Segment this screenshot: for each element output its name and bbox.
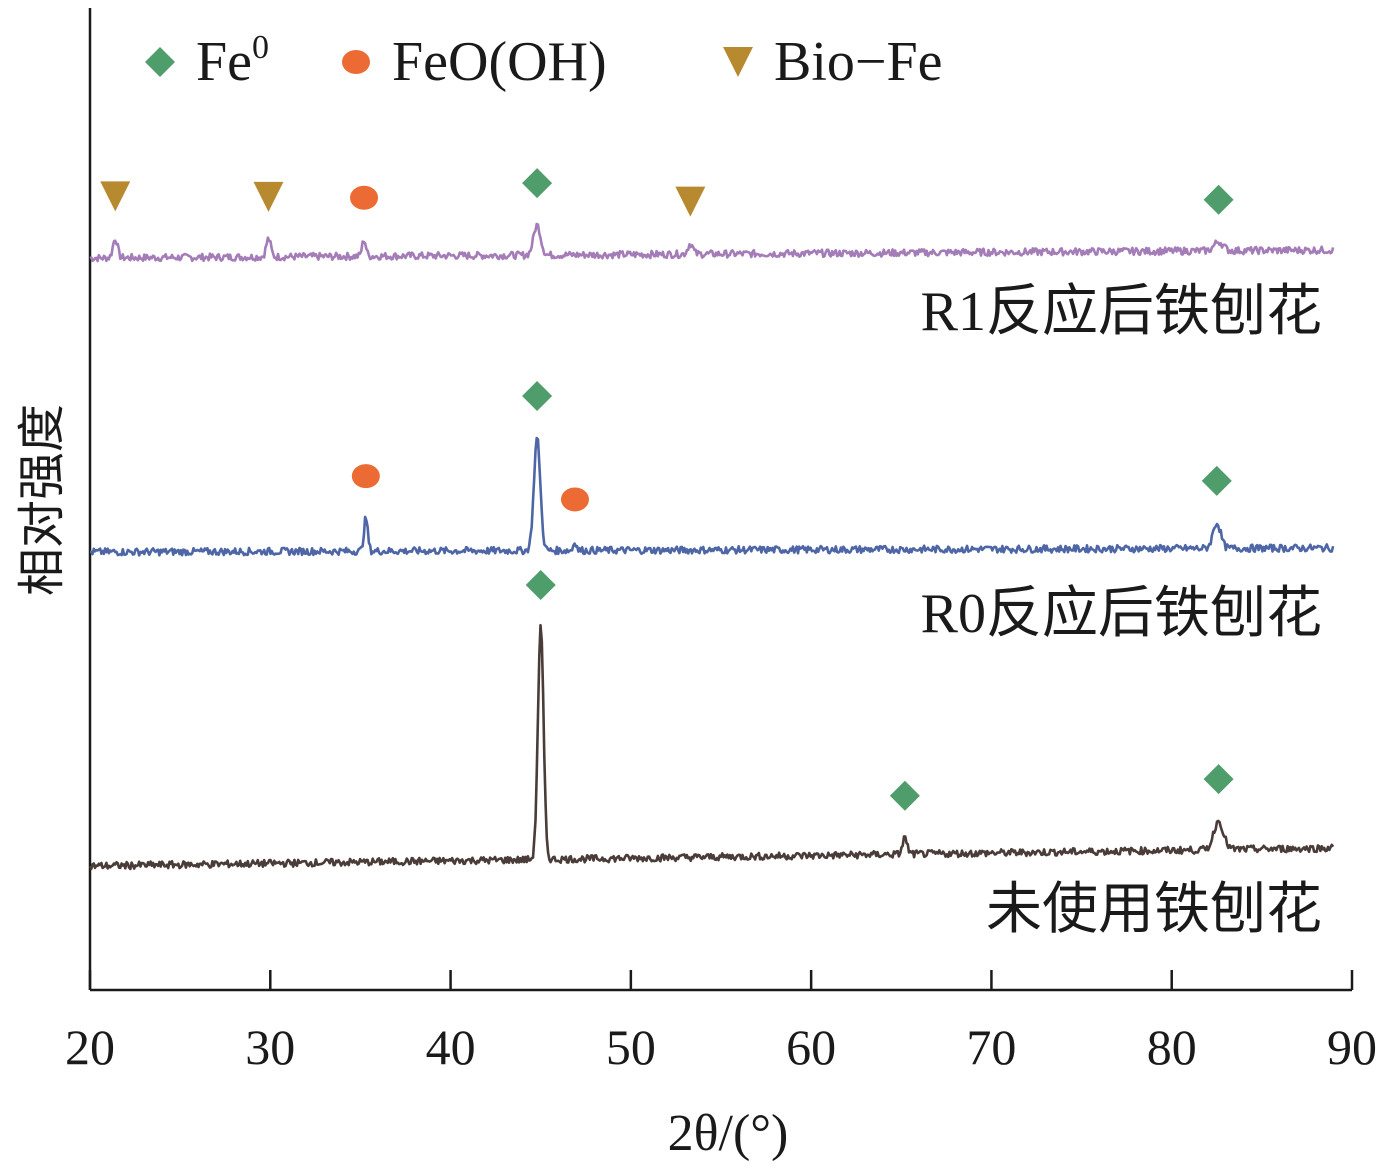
- series-line: [89, 436, 1335, 557]
- x-tick-label: 20: [65, 1019, 115, 1075]
- fe0-diamond-marker: [1203, 184, 1234, 215]
- legend: Fe0 FeO(OH) Bio−Fe: [145, 29, 943, 93]
- x-tick-label: 60: [786, 1019, 836, 1075]
- x-tick-label: 50: [606, 1019, 656, 1075]
- series-label: R0反应后铁刨花: [921, 583, 1322, 645]
- biofe-triangle-marker: [723, 47, 753, 77]
- feooh-circle-marker: [350, 185, 379, 210]
- peak-markers: [100, 168, 1234, 811]
- series-label: R1反应后铁刨花: [921, 281, 1322, 343]
- series-line: [88, 623, 1335, 871]
- fe0-diamond-marker: [889, 780, 920, 811]
- feooh-circle-marker: [351, 464, 380, 489]
- x-axis-label: 2θ/(°): [668, 1105, 789, 1162]
- x-tick-label: 40: [426, 1019, 476, 1075]
- series-line: [89, 222, 1335, 263]
- x-ticks: 20 30 40 50 60 70 80 90: [65, 970, 1377, 1075]
- legend-label: Fe0: [196, 29, 269, 93]
- fe0-diamond-marker: [1203, 764, 1234, 795]
- y-axis-label: 相对强度: [14, 404, 70, 596]
- legend-label: Bio−Fe: [774, 31, 943, 93]
- x-tick-label: 30: [245, 1019, 295, 1075]
- fe0-diamond-marker: [522, 381, 553, 412]
- x-tick-label: 70: [966, 1019, 1016, 1075]
- feooh-circle-marker: [342, 50, 370, 74]
- fe0-diamond-marker: [525, 569, 556, 600]
- series-label: 未使用铁刨花: [986, 879, 1322, 941]
- traces: [88, 222, 1335, 871]
- biofe-triangle-marker: [253, 181, 284, 212]
- biofe-triangle-marker: [100, 181, 131, 212]
- legend-superscript: 0: [252, 29, 269, 66]
- fe0-diamond-marker: [522, 168, 553, 199]
- feooh-circle-marker: [560, 487, 589, 512]
- fe0-diamond-marker: [145, 47, 175, 77]
- x-tick-label: 80: [1147, 1019, 1197, 1075]
- legend-label: FeO(OH): [392, 31, 607, 93]
- fe0-diamond-marker: [1201, 465, 1232, 496]
- x-tick-label: 90: [1327, 1019, 1377, 1075]
- biofe-triangle-marker: [675, 186, 706, 217]
